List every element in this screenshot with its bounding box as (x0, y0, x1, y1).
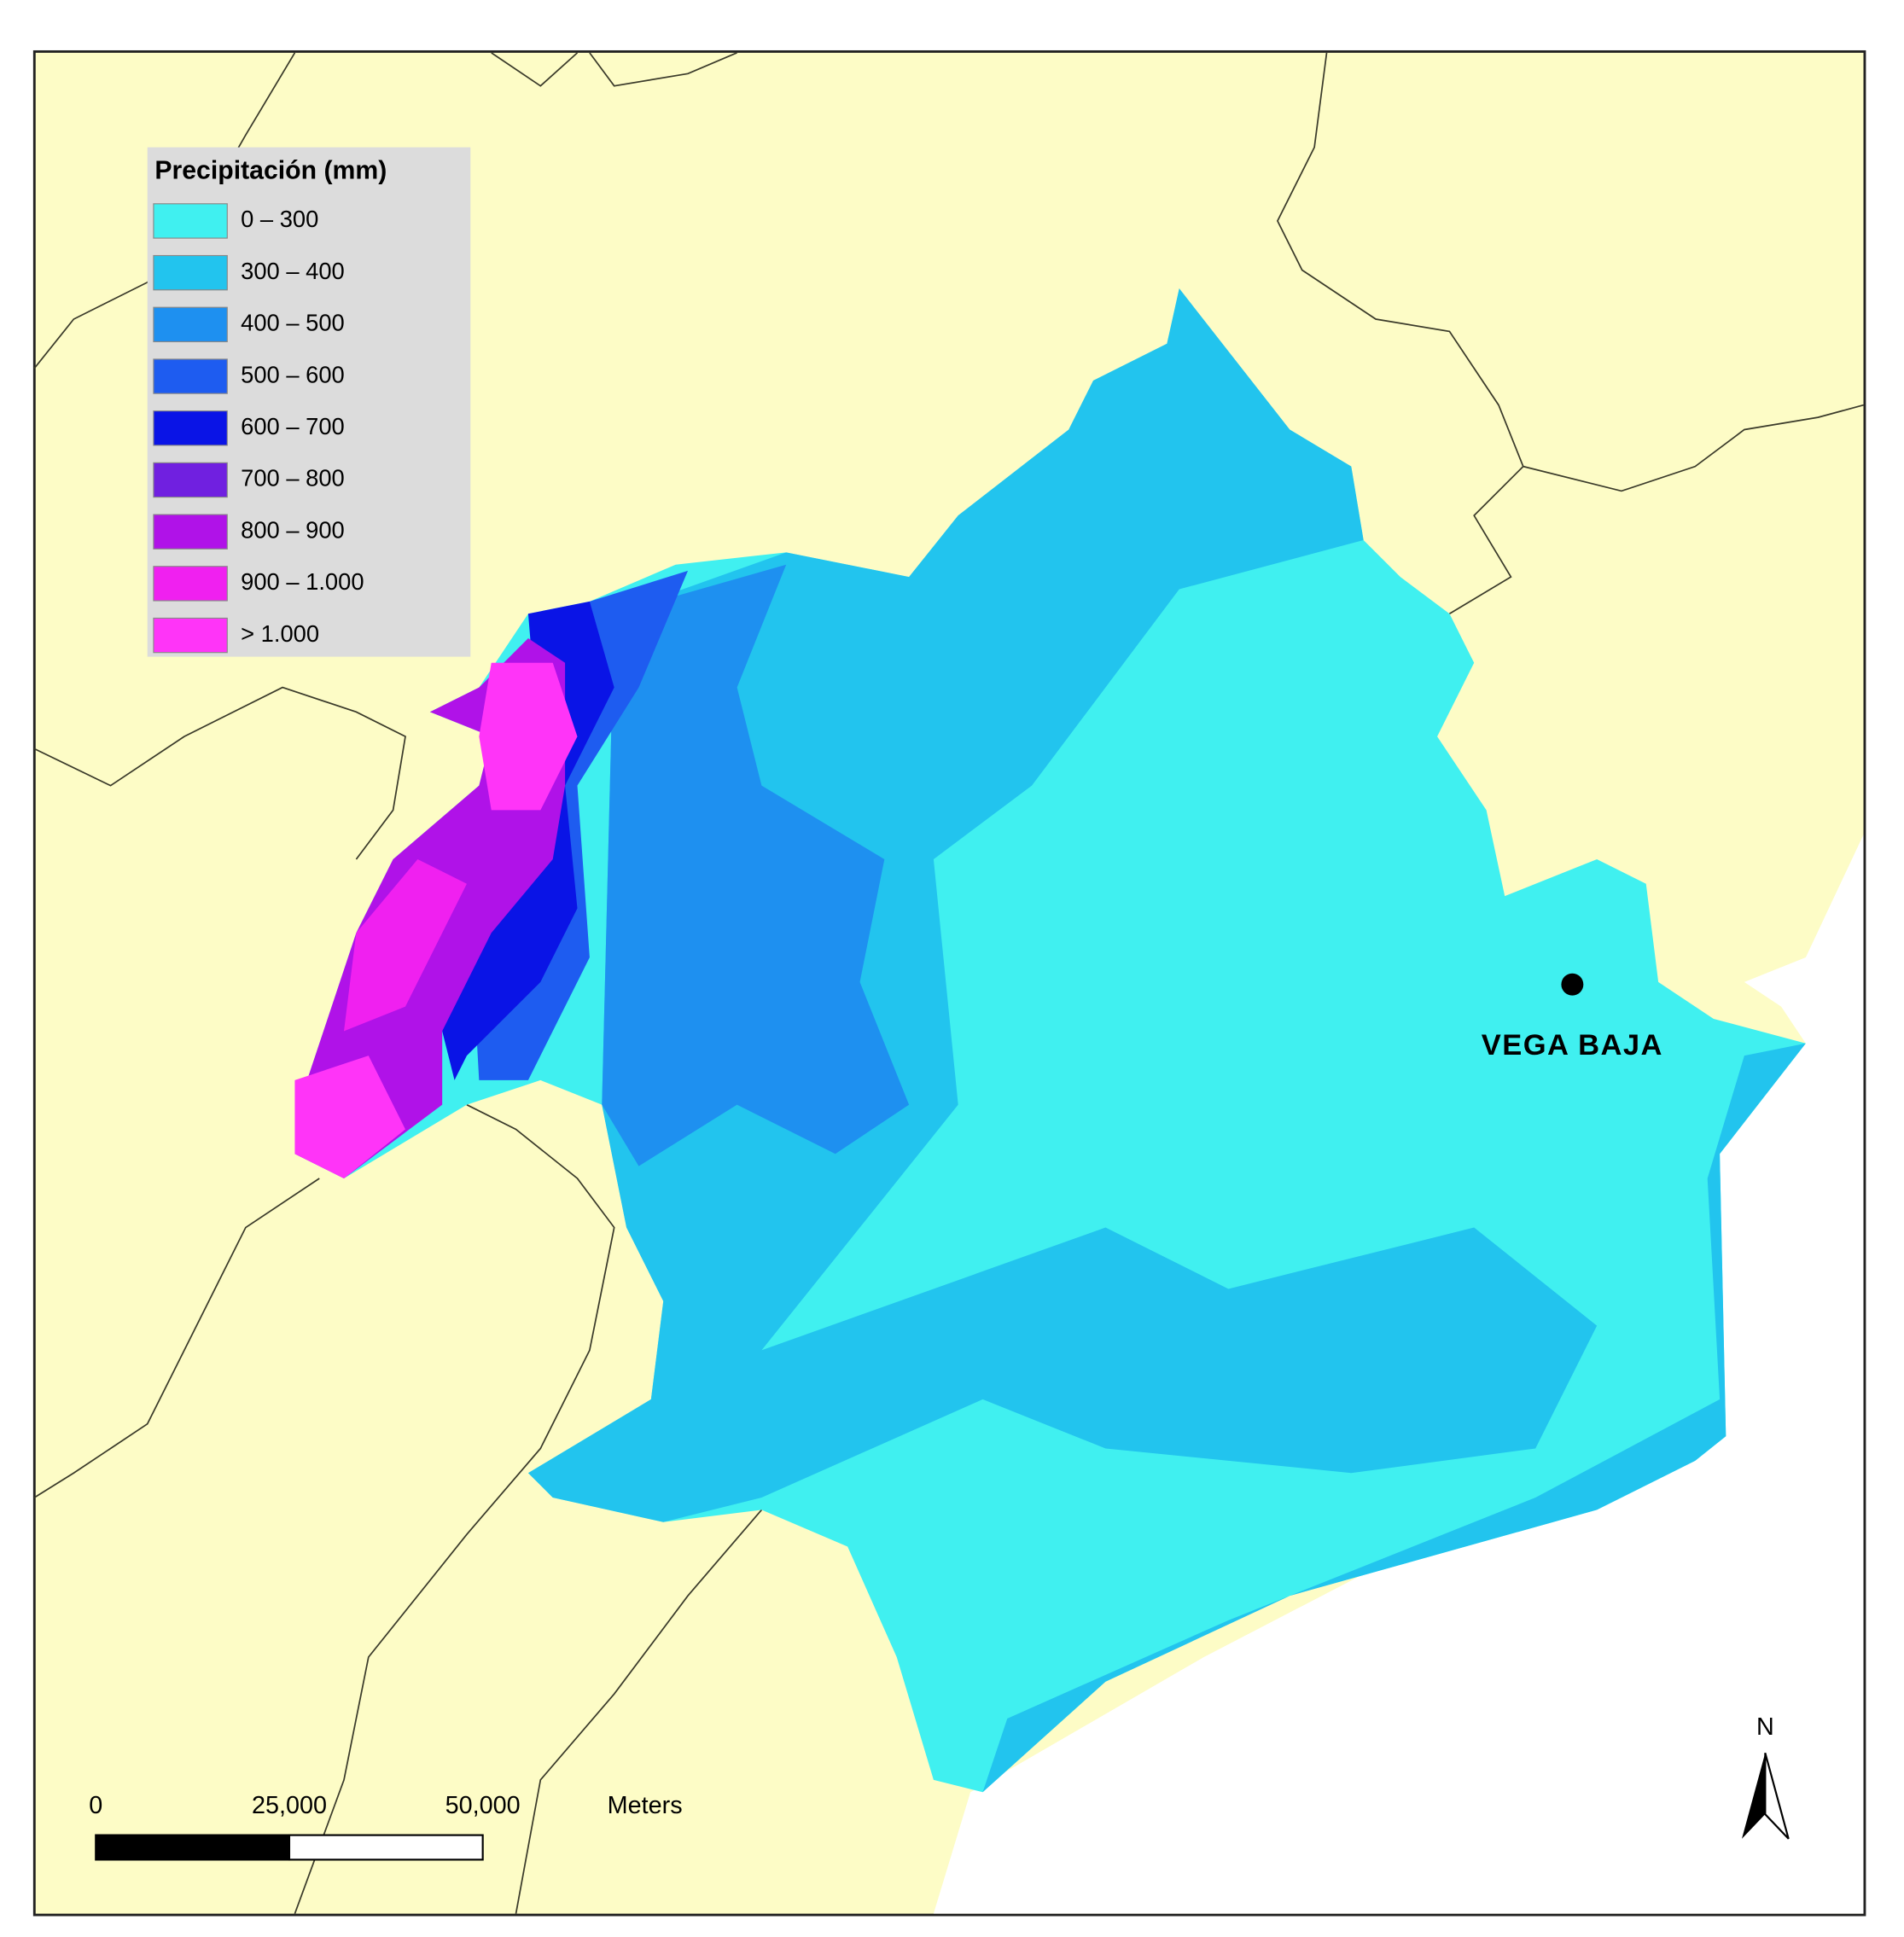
scale-bar: 0 25,000 50,000 (89, 1792, 521, 1861)
legend-swatch (153, 203, 228, 239)
precip-zone (982, 1043, 1806, 1793)
north-label: N (1756, 1713, 1774, 1741)
legend-title: Precipitación (mm) (154, 156, 387, 184)
north-arrow (1764, 1752, 1790, 1840)
legend-swatch (153, 514, 228, 550)
legend-swatch (153, 566, 228, 602)
scale-tick-label: 50,000 (445, 1792, 521, 1819)
legend-swatch (153, 306, 228, 343)
legend-items: 0 – 300 300 – 400 400 – 500 500 – 600 600 – … (153, 203, 364, 654)
sea (933, 835, 1864, 1914)
legend-swatch (153, 254, 228, 291)
legend-label: > 1.000 (241, 620, 319, 647)
place-marker (1561, 973, 1584, 996)
scale-unit: Meters (608, 1792, 683, 1819)
legend-label: 800 – 900 (241, 516, 345, 543)
legend-swatch (153, 462, 228, 498)
place-label: VEGA BAJA (1482, 1029, 1663, 1062)
legend-label: 500 – 600 (241, 361, 345, 387)
border-line (294, 1103, 615, 1914)
border-line (515, 1509, 763, 1914)
legend-swatch (153, 358, 228, 394)
border-line (33, 686, 406, 860)
border-line (1276, 52, 1524, 615)
scale-segment (288, 1834, 484, 1861)
border-line (33, 1178, 320, 1498)
border-line (1523, 404, 1864, 492)
legend-label: 700 – 800 (241, 465, 345, 492)
precip-zone (294, 1056, 405, 1178)
scale-tick-label: 25,000 (252, 1792, 327, 1819)
legend-label: 400 – 500 (241, 310, 345, 336)
legend-swatch (153, 617, 228, 654)
scale-tick-label: 0 (89, 1792, 102, 1819)
legend-label: 900 – 1.000 (241, 568, 364, 595)
precip-zone (527, 288, 1598, 1522)
precip-zone (479, 662, 578, 811)
legend-label: 0 – 300 (241, 206, 318, 232)
north-arrow (1742, 1753, 1766, 1839)
border-line (491, 52, 737, 87)
precip-zone (344, 858, 467, 1032)
legend-swatch (153, 410, 228, 446)
scale-segment (95, 1834, 291, 1861)
legend-label: 300 – 400 (241, 258, 345, 284)
legend-label: 600 – 700 (241, 413, 345, 439)
precip-zone (602, 564, 910, 1166)
